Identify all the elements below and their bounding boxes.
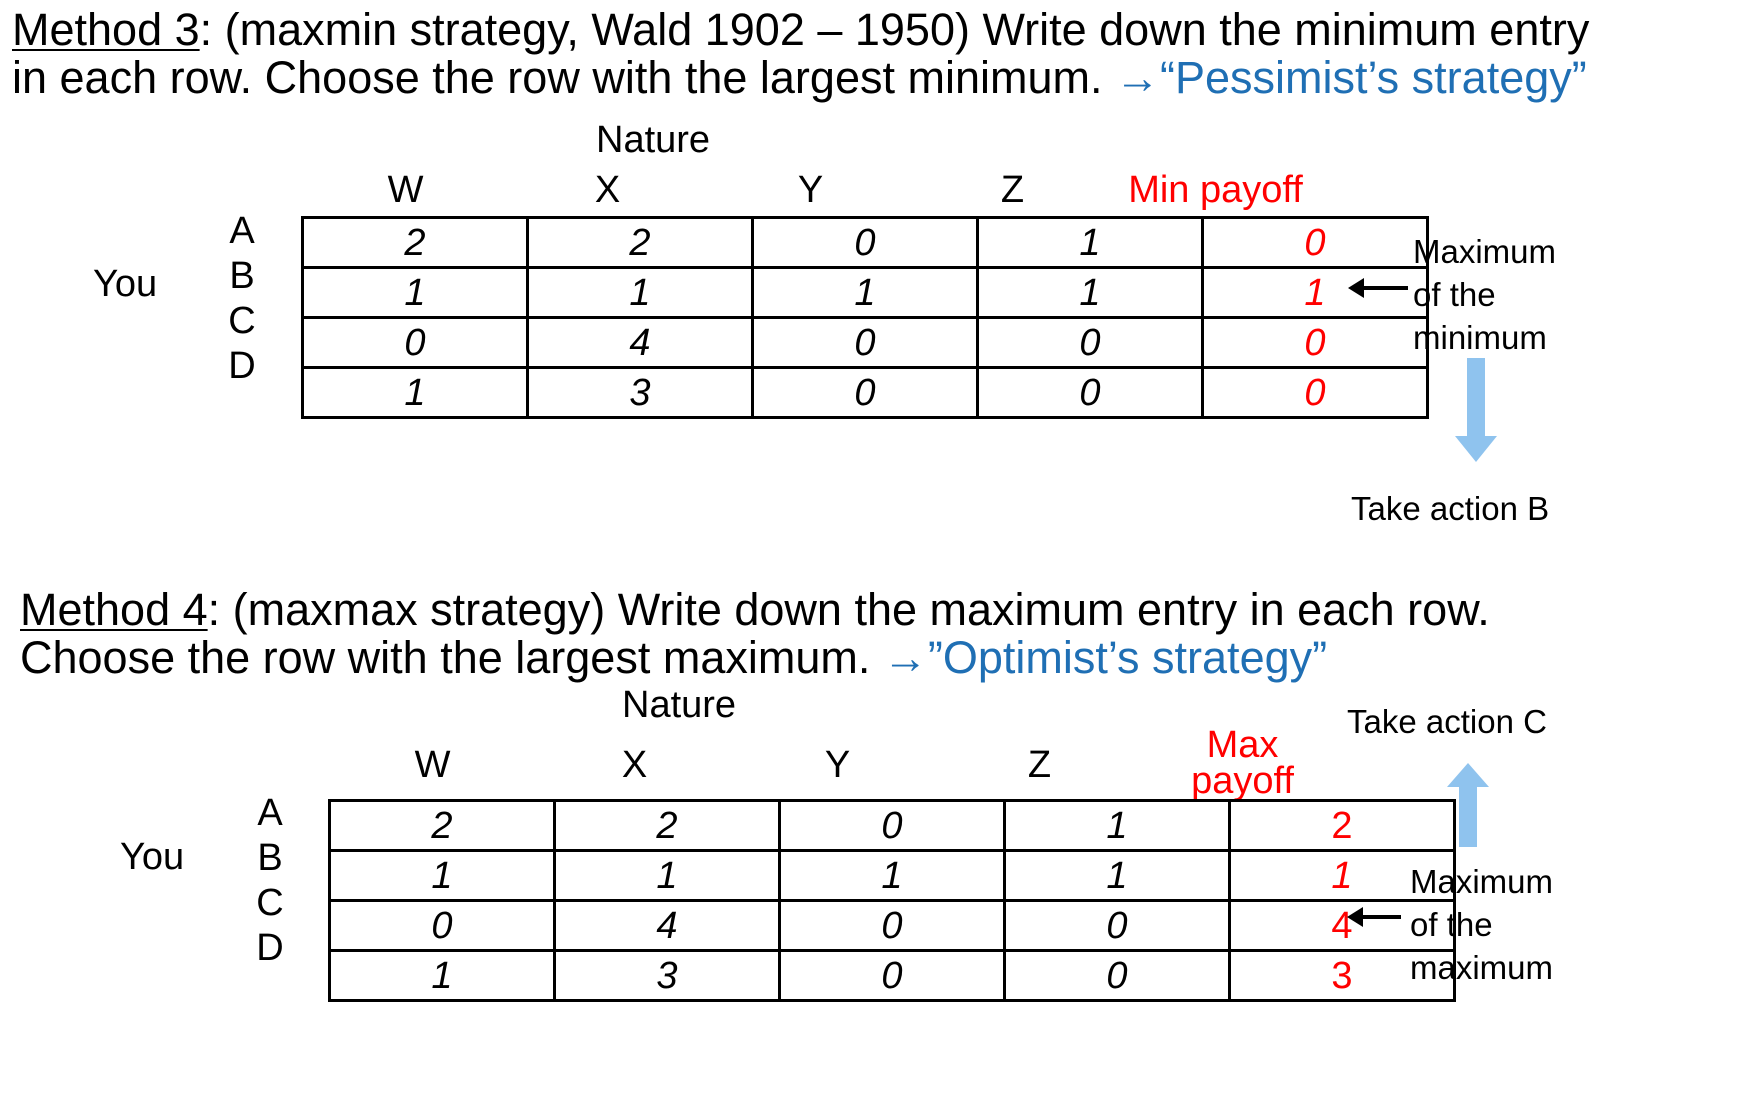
table-cell: 1 [301,366,529,419]
method3-description-1: : (maxmin strategy, Wald 1902 – 1950) Wr… [199,4,1590,55]
table-cell: 0 [976,366,1204,419]
method4-col-max-payoff: Max payoff [1130,724,1355,802]
table-cell: 1 [1003,849,1231,902]
method3-nature-label: Nature [596,119,711,161]
method3-col-z: Z [1000,169,1025,211]
method4-title: Method 4 [20,584,208,635]
method4-nature-label: Nature [622,684,737,726]
table-cell: 0 [328,899,556,952]
table-cell: 0 [751,216,979,269]
method4-row-label-a: A [257,792,283,834]
method3-description-2: in each row. Choose the row with the lar… [12,52,1115,103]
method3-note-line: Maximum [1413,233,1557,270]
up-arrow-icon [1447,763,1489,847]
max-payoff-cell: 3 [1228,949,1456,1002]
method4-note: Maximum of the maximum [1410,860,1553,989]
method3-title: Method 3 [12,4,200,55]
table-cell: 1 [751,266,979,319]
table-row: 1 1 1 1 1 [301,266,1429,319]
method3-row-label-c: C [228,300,256,342]
method4-strategy-tag: →”Optimist’s strategy” [882,632,1328,683]
method3-payoff-table: 2 2 0 1 0 1 1 1 1 1 0 4 0 0 0 1 3 0 0 0 [301,216,1429,419]
max-payoff-cell: 1 [1228,849,1456,902]
table-row: 2 2 0 1 2 [328,799,1456,852]
table-cell: 0 [976,316,1204,369]
table-cell: 0 [751,366,979,419]
method4-col-z: Z [1027,744,1052,786]
table-cell: 3 [526,366,754,419]
table-cell: 2 [553,799,781,852]
table-cell: 0 [751,316,979,369]
table-cell: 0 [778,799,1006,852]
table-row: 1 1 1 1 1 [328,849,1456,902]
method3-note-line: minimum [1413,319,1547,356]
method4-col-y: Y [824,744,851,786]
table-cell: 2 [526,216,754,269]
table-row: 0 4 0 0 4 [328,899,1456,952]
method4-heading-line1: Method 4: (maxmax strategy) Write down t… [20,582,1490,638]
method3-note: Maximum of the minimum [1413,230,1556,359]
method3-note-line: of the [1413,276,1496,313]
method4-action: Take action C [1347,703,1547,740]
max-payoff-header-line: Max [1206,724,1279,766]
table-cell: 1 [301,266,529,319]
table-cell: 1 [526,266,754,319]
table-cell: 0 [1003,949,1231,1002]
min-payoff-cell: 0 [1201,366,1429,419]
method4-note-line: maximum [1410,949,1554,986]
table-cell: 0 [301,316,529,369]
min-payoff-cell: 1 [1201,266,1429,319]
method3-col-min-payoff: Min payoff [1128,169,1303,211]
left-arrow-icon [1347,907,1401,927]
method4-col-w: W [414,744,451,786]
method3-row-label-a: A [229,210,255,252]
method3-col-x: X [594,169,621,211]
method4-description-2: Choose the row with the largest maximum. [20,632,883,683]
table-cell: 1 [976,266,1204,319]
method3-player-label: You [93,263,158,305]
table-cell: 1 [778,849,1006,902]
method4-note-line: Maximum [1410,863,1554,900]
table-row: 2 2 0 1 0 [301,216,1429,269]
method4-row-label-b: B [257,837,283,879]
method4-description-1: : (maxmax strategy) Write down the maxim… [207,584,1490,635]
method3-row-label-d: D [228,345,256,387]
method4-row-label-d: D [256,927,284,969]
method4-row-label-c: C [256,882,284,924]
method3-row-label-b: B [229,255,255,297]
table-cell: 1 [328,849,556,902]
table-row: 1 3 0 0 3 [328,949,1456,1002]
table-cell: 4 [553,899,781,952]
table-row: 1 3 0 0 0 [301,366,1429,419]
table-cell: 1 [976,216,1204,269]
max-payoff-cell: 2 [1228,799,1456,852]
method3-col-y: Y [797,169,824,211]
method4-col-x: X [621,744,648,786]
table-cell: 4 [526,316,754,369]
table-cell: 0 [778,899,1006,952]
table-cell: 2 [301,216,529,269]
table-cell: 1 [553,849,781,902]
table-cell: 1 [1003,799,1231,852]
table-cell: 0 [1003,899,1231,952]
method3-strategy-tag: →“Pessimist’s strategy” [1114,52,1587,103]
table-cell: 0 [778,949,1006,1002]
left-arrow-icon [1348,278,1408,298]
table-cell: 1 [328,949,556,1002]
method4-payoff-table: 2 2 0 1 2 1 1 1 1 1 0 4 0 0 4 1 3 0 0 3 [328,799,1456,1002]
method3-heading-line1: Method 3: (maxmin strategy, Wald 1902 – … [12,2,1589,58]
method4-player-label: You [120,836,185,878]
method4-note-line: of the [1410,906,1493,943]
method3-action: Take action B [1351,490,1550,527]
method4-heading-line2: Choose the row with the largest maximum.… [20,630,1327,686]
min-payoff-cell: 0 [1201,316,1429,369]
table-row: 0 4 0 0 0 [301,316,1429,369]
method3-col-w: W [387,169,424,211]
table-cell: 3 [553,949,781,1002]
down-arrow-icon [1455,358,1497,462]
table-cell: 2 [328,799,556,852]
min-payoff-cell: 0 [1201,216,1429,269]
max-payoff-header-line: payoff [1191,760,1294,802]
method3-heading-line2: in each row. Choose the row with the lar… [12,50,1587,106]
